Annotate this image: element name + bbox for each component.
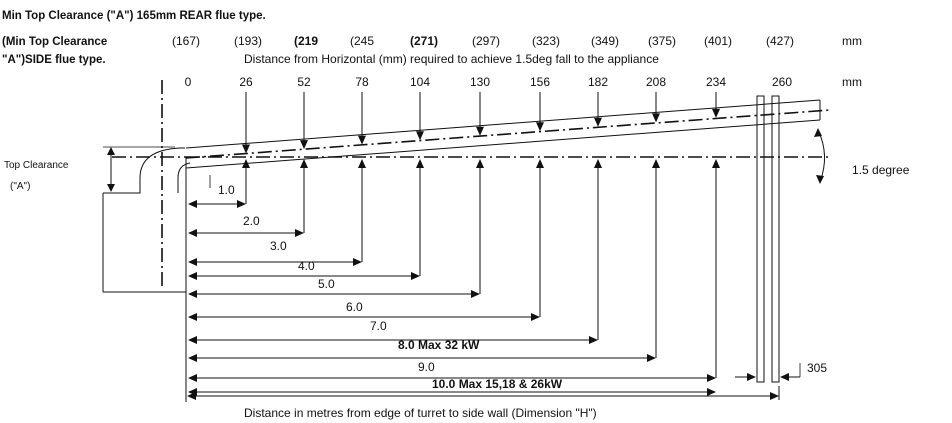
header-rear-flue-note: Min Top Clearance ("A") 165mm REAR flue …	[2, 10, 266, 22]
distance-arrowhead-left-0	[188, 200, 197, 208]
rear-value-6: 156	[530, 75, 550, 89]
distance-arrowhead-right-4	[471, 290, 480, 298]
rise-arrowhead-down-7	[594, 117, 602, 127]
distance-arrowhead-right-3	[411, 272, 420, 280]
horizontal-distance-note: Distance from Horizontal (mm) required t…	[244, 52, 659, 66]
distance-arrowhead-right-8	[707, 374, 716, 382]
side-flue-values-row: (167) (193) (219 (245 (271) (297) (323) (349) (3…	[172, 34, 794, 48]
rear-values-unit: mm	[842, 75, 862, 89]
side-value-2: (219	[294, 34, 318, 48]
distance-arrowhead-left-2	[188, 258, 197, 266]
rise-arrowhead-down-6	[536, 122, 544, 132]
rear-value-9: 234	[706, 75, 726, 89]
side-value-1: (193)	[234, 34, 262, 48]
angle-indicator	[814, 128, 825, 184]
distance-arrowhead-right-5	[531, 313, 540, 321]
top-clearance-symbol: ("A")	[10, 181, 30, 192]
side-value-10: (427)	[766, 34, 794, 48]
side-value-4: (271)	[410, 34, 438, 48]
angle-label: 1.5 degree	[852, 163, 910, 177]
rear-value-8: 208	[646, 75, 666, 89]
distance-arrowhead-left-3	[188, 272, 197, 280]
distance-arrowhead-left-6	[188, 336, 197, 344]
rear-value-7: 182	[588, 75, 608, 89]
header-side-flue-note-line2: "A")SIDE flue type.	[2, 54, 106, 66]
rear-value-5: 130	[470, 75, 490, 89]
distance-label-3: 4.0	[298, 259, 315, 273]
distance-arrowhead-left-5	[188, 313, 197, 321]
side-values-unit: mm	[842, 34, 862, 48]
distance-arrowhead-left-8	[188, 374, 197, 382]
distance-label-0: 1.0	[218, 183, 235, 197]
rear-value-10: 260	[772, 75, 792, 89]
distance-arrowhead-right-0	[237, 200, 246, 208]
distance-label-8: 9.0	[418, 360, 435, 374]
side-wall	[756, 95, 780, 400]
side-value-5: (297)	[472, 34, 500, 48]
distance-label-5: 6.0	[346, 300, 363, 314]
side-value-6: (323)	[532, 34, 560, 48]
distance-arrowhead-left-4	[188, 290, 197, 298]
wall-gap-dimension	[735, 363, 801, 381]
distance-arrowhead-left-1	[188, 229, 197, 237]
rise-arrowhead-down-4	[416, 131, 424, 141]
rise-arrowhead-down-5	[476, 126, 484, 136]
flue-pipe	[185, 99, 831, 169]
distance-arrowhead-right-6	[589, 336, 598, 344]
rear-value-2: 52	[297, 75, 311, 89]
side-value-7: (349)	[591, 34, 619, 48]
top-clearance-dimension	[103, 146, 175, 192]
distance-label-6: 7.0	[370, 319, 387, 333]
wall-gap-value: 305	[807, 361, 827, 375]
distance-label-7: 8.0 Max 32 kW	[398, 338, 480, 352]
rear-flue-values-row: 0 26 52 78 104 130 156 182 208 234 260	[185, 75, 793, 89]
side-value-0: (167)	[172, 34, 200, 48]
side-value-9: (401)	[704, 34, 732, 48]
rise-arrowhead-down-3	[358, 135, 366, 145]
rear-value-3: 78	[355, 75, 369, 89]
distance-arrowhead-right-9	[707, 388, 716, 396]
rise-arrowhead-down-9	[712, 108, 720, 118]
distance-arrowhead-right-1	[295, 229, 304, 237]
distance-label-4: 5.0	[318, 277, 335, 291]
rise-arrows	[242, 92, 720, 168]
distance-label-1: 2.0	[243, 214, 260, 228]
distance-arrowhead-right-2	[353, 258, 362, 266]
rise-arrowhead-down-8	[652, 113, 660, 123]
side-value-8: (375)	[648, 34, 676, 48]
rise-arrowhead-down-2	[300, 140, 308, 150]
rise-arrowhead-down-1	[242, 144, 250, 154]
rear-value-4: 104	[410, 75, 430, 89]
rear-value-0: 0	[185, 75, 192, 89]
overall-dimension	[187, 392, 779, 400]
footer-caption: Distance in metres from edge of turret t…	[244, 406, 597, 420]
side-value-3: (245	[350, 34, 374, 48]
appliance-turret	[102, 147, 191, 402]
distance-arrowhead-left-7	[188, 354, 197, 362]
header-side-flue-note-line1: (Min Top Clearance	[2, 36, 107, 48]
distance-label-9: 10.0 Max 15,18 & 26kW	[432, 377, 563, 391]
top-clearance-label: Top Clearance	[4, 160, 69, 171]
distance-arrowhead-right-7	[647, 354, 656, 362]
distance-label-2: 3.0	[270, 239, 287, 253]
rear-value-1: 26	[239, 75, 253, 89]
distance-arrows: 1.0 2.0 3.0 4.05.0 6.0 7.0 8.0 Max 32 kW 9.0 10.…	[188, 162, 717, 396]
